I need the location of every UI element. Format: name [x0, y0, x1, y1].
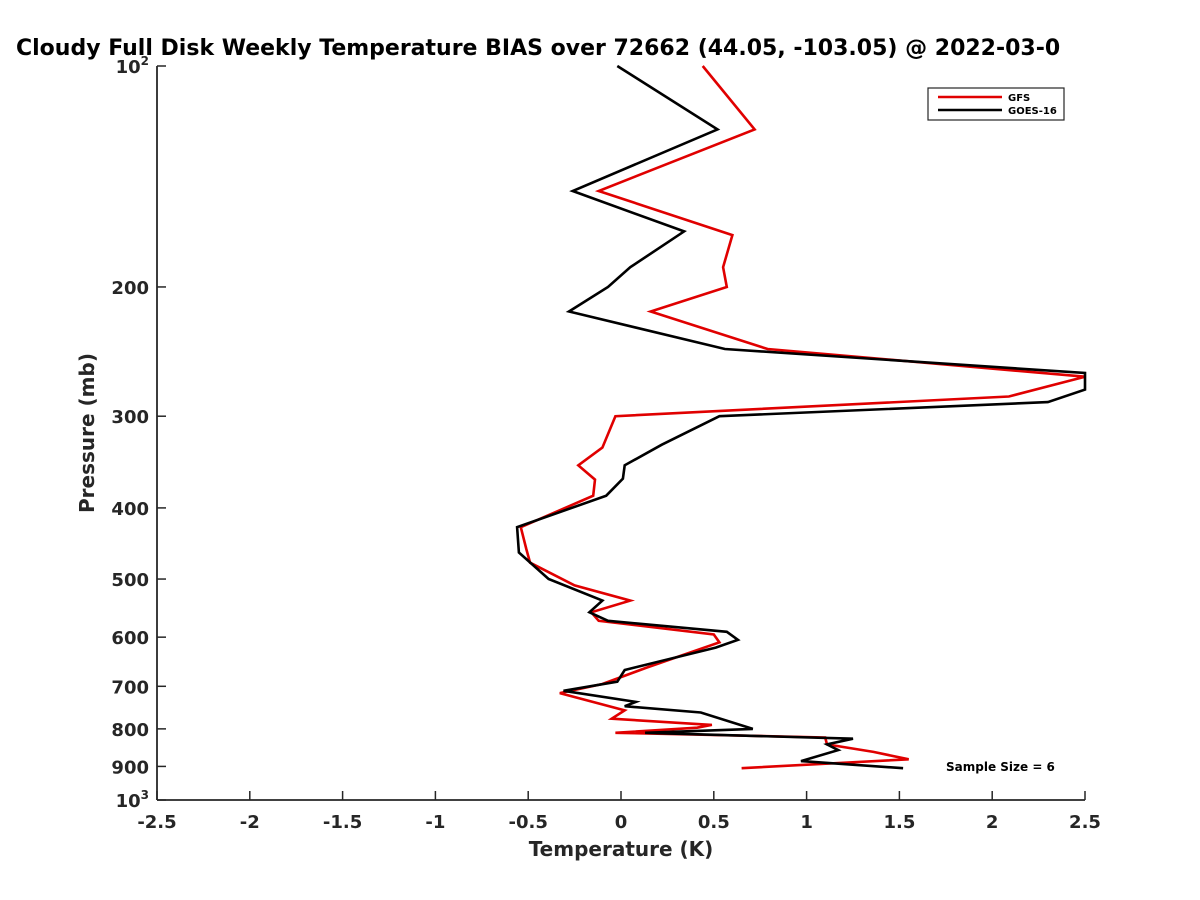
x-tick-label: 2.5 [1069, 812, 1101, 833]
y-tick-label: 102 [116, 54, 149, 78]
y-tick-label: 200 [111, 278, 149, 299]
x-tick-label: 1.5 [883, 812, 915, 833]
y-tick-label-base: 10 [116, 791, 141, 812]
series-layer [515, 64, 1087, 770]
legend: GFS GOES-16 [927, 87, 1065, 121]
y-tick-label: 400 [111, 499, 149, 520]
x-tick-label: 0.5 [698, 812, 730, 833]
series-line-goes-16 [515, 64, 1087, 770]
x-tick-label: -0.5 [509, 812, 548, 833]
chart-title: Cloudy Full Disk Weekly Temperature BIAS… [16, 36, 1060, 61]
legend-label-goes-16: GOES-16 [1008, 106, 1057, 117]
series-line-gfs [519, 65, 1086, 770]
y-tick-label: 800 [111, 720, 149, 741]
x-tick-label: -2 [240, 812, 260, 833]
y-tick-label-base: 10 [116, 57, 141, 78]
sample-size-annotation: Sample Size = 6 [946, 760, 1055, 774]
y-tick-label: 500 [111, 570, 149, 591]
y-axis-label: Pressure (mb) [75, 353, 99, 513]
x-tick-label: -1 [425, 812, 445, 833]
x-axis-label: Temperature (K) [529, 837, 714, 861]
x-tick-label: -1.5 [323, 812, 362, 833]
x-tick-label: 2 [986, 812, 999, 833]
axes-layer: -2.5 -2 -1.5 -1 -0.5 0 0.5 1 1.5 2 2.5102200300400… [111, 54, 1101, 833]
y-tick-label: 600 [111, 628, 149, 649]
plot-area: -2.5 -2 -1.5 -1 -0.5 0 0.5 1 1.5 2 2.5102200300400… [111, 54, 1101, 833]
y-tick-label: 700 [111, 677, 149, 698]
y-tick-label-exponent: 2 [141, 54, 149, 68]
y-tick-label: 900 [111, 757, 149, 778]
y-tick-label: 103 [116, 788, 149, 812]
x-tick-label: -2.5 [137, 812, 176, 833]
legend-label-gfs: GFS [1008, 93, 1030, 104]
legend-box [927, 87, 1065, 121]
x-tick-label: 0 [615, 812, 628, 833]
y-tick-label: 300 [111, 407, 149, 428]
x-tick-label: 1 [800, 812, 813, 833]
y-tick-label-exponent: 3 [141, 788, 149, 802]
